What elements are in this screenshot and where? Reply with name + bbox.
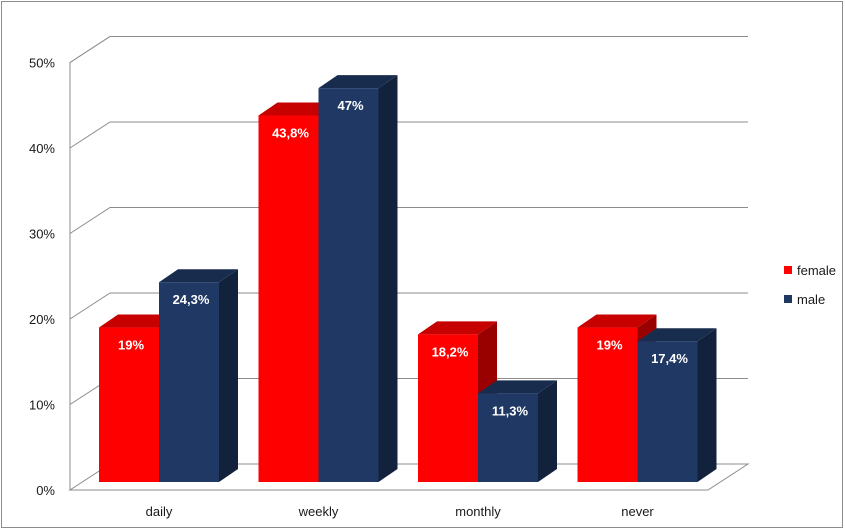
legend: female male [784, 263, 836, 307]
data-label: 24,3% [173, 292, 210, 307]
legend-item-female: female [784, 263, 836, 278]
bar-top-face [637, 328, 717, 342]
floor-outline [68, 463, 750, 491]
bar-male-monthly: 11,3% [478, 380, 557, 482]
bar-top-face [418, 321, 497, 335]
data-label: 17,4% [651, 351, 688, 366]
bar-top-face [318, 75, 398, 89]
data-label: 47% [337, 98, 363, 113]
legend-label: male [797, 292, 825, 307]
y-tick-label: 0% [36, 483, 55, 498]
bar-top-face [258, 102, 338, 116]
bar-front-face [318, 88, 379, 483]
y-tick-label: 20% [29, 312, 55, 327]
bar-front-face [637, 341, 698, 482]
gridline [69, 292, 748, 320]
bar-male-weekly: 47% [318, 75, 398, 483]
legend-swatch [784, 266, 792, 274]
bar-top-face [159, 269, 238, 283]
y-tick-label: 30% [29, 227, 55, 242]
bar-front-face [258, 115, 319, 482]
y-tick-label: 10% [29, 398, 55, 413]
legend-swatch [784, 295, 792, 303]
bar-front-face [99, 327, 159, 482]
bar-male-daily: 24,3% [159, 269, 238, 482]
bar-top-face [478, 380, 557, 394]
y-tick-label: 40% [29, 141, 55, 156]
bar-side-face [219, 269, 238, 482]
bar-male-never: 17,4% [637, 328, 717, 482]
data-label: 19% [118, 338, 144, 353]
bar-front-face [159, 282, 219, 482]
y-tick-label: 50% [29, 56, 55, 71]
gridline [69, 207, 748, 234]
x-category-label: never [621, 504, 654, 519]
data-label: 43,8% [272, 126, 309, 141]
y-axis-tick-labels: 0% 10% 20% 30% 40% 50% [29, 56, 55, 499]
bar-side-face [378, 75, 398, 483]
x-category-label: weekly [298, 504, 339, 519]
x-axis-category-labels: daily weekly monthly never [146, 504, 655, 519]
bar-top-face [577, 314, 657, 328]
legend-label: female [797, 263, 836, 278]
legend-item-male: male [784, 292, 825, 307]
gridline [69, 121, 748, 149]
bar-front-face [418, 334, 478, 482]
data-label: 11,3% [492, 403, 529, 418]
bar-front-face [577, 327, 638, 482]
gridline [69, 36, 748, 63]
data-label: 18,2% [432, 344, 469, 359]
bar-side-face [697, 328, 717, 482]
bar-front-face [478, 393, 538, 482]
bar-top-face [99, 314, 178, 328]
bars: 19% 24,3% 43,8% 47% 18,2% 11,3% 19% 17,4% [99, 75, 717, 483]
x-category-label: daily [146, 504, 173, 519]
x-category-label: monthly [455, 504, 501, 519]
bar-side-face [538, 380, 557, 482]
gridlines [69, 36, 748, 405]
data-label: 19% [596, 338, 622, 353]
